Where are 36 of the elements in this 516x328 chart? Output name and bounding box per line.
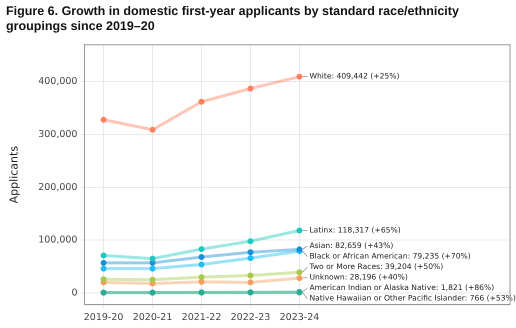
point bbox=[100, 252, 107, 258]
point bbox=[198, 274, 205, 280]
point bbox=[296, 269, 302, 276]
y-axis-title: Applicants bbox=[7, 146, 20, 204]
point bbox=[198, 98, 205, 105]
chart-title: Figure 6. Growth in domestic first-year applicants by standard race/ethnicity groupings since 2019–20 bbox=[6, 4, 460, 34]
point bbox=[100, 266, 107, 272]
y-tick-label: 400,000 bbox=[38, 76, 78, 88]
y-tick-label: 300,000 bbox=[38, 128, 78, 140]
x-tick-label: 2021-22 bbox=[182, 312, 222, 323]
point bbox=[150, 276, 156, 283]
point bbox=[247, 249, 254, 256]
point bbox=[296, 227, 302, 234]
point bbox=[198, 254, 205, 260]
point bbox=[247, 86, 254, 92]
x-tick-label: 2023-24 bbox=[280, 312, 320, 323]
point bbox=[100, 116, 107, 123]
x-tick-label: 2020-21 bbox=[132, 312, 172, 323]
y-tick-label: 0 bbox=[71, 287, 78, 298]
point bbox=[247, 255, 254, 262]
point bbox=[247, 238, 254, 244]
point bbox=[296, 74, 302, 80]
x-tick-label: 2022-23 bbox=[230, 312, 270, 323]
y-tick-label: 200,000 bbox=[38, 182, 78, 193]
point bbox=[247, 279, 254, 286]
point bbox=[247, 272, 254, 279]
point bbox=[198, 246, 205, 252]
x-tick-label: 2019-20 bbox=[84, 312, 124, 323]
y-tick-label: 100,000 bbox=[38, 234, 78, 246]
point bbox=[150, 126, 156, 133]
point bbox=[150, 256, 156, 262]
point bbox=[100, 260, 107, 266]
point bbox=[198, 261, 205, 268]
point bbox=[100, 276, 107, 282]
point bbox=[296, 275, 302, 282]
point bbox=[150, 266, 156, 272]
